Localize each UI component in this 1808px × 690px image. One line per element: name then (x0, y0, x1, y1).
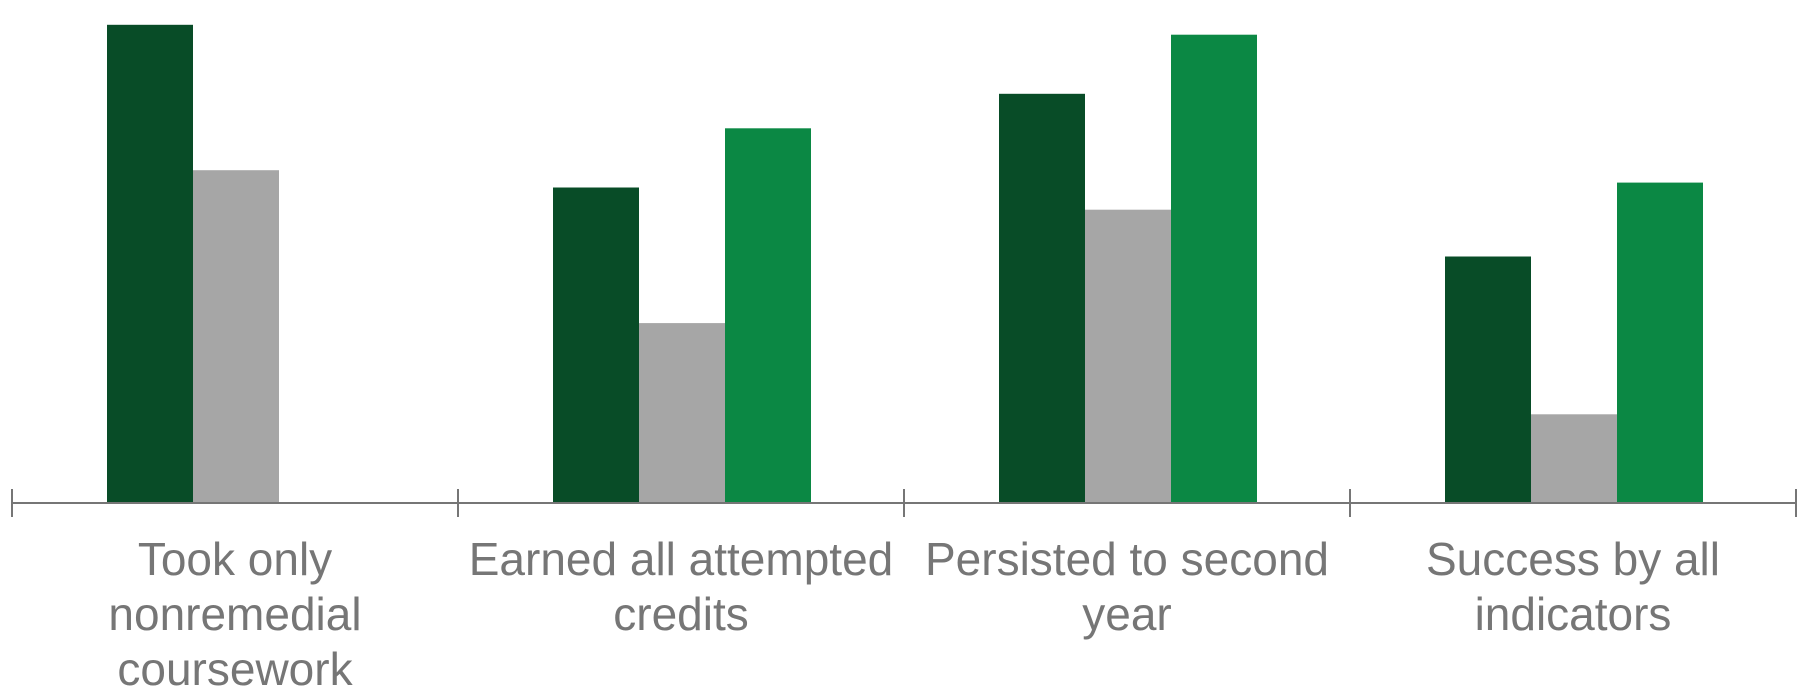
x-tick-label: Took only nonremedial coursework (108, 533, 361, 690)
x-tick-label-line: Took only (138, 533, 332, 585)
bar-series3-category4 (1617, 182, 1703, 503)
bar-series2-category2 (639, 323, 725, 503)
x-tick-label-line: Persisted to second (925, 533, 1329, 585)
x-tick-label-line: credits (613, 588, 748, 640)
bar-series1-category2 (553, 187, 639, 503)
x-tick-label: Earned all attempted credits (469, 533, 894, 640)
bar-series2-category4 (1531, 414, 1617, 503)
bar-series1-category4 (1445, 256, 1531, 503)
bar-series1-category3 (999, 93, 1085, 504)
x-tick-labels: Took only nonremedial coursework Earned all… (108, 533, 1720, 690)
bar-series3-category3 (1171, 34, 1257, 503)
x-tick-label-line: Earned all attempted (469, 533, 894, 585)
bar-series1-category1 (107, 24, 193, 504)
x-tick-label-line: Success by all (1426, 533, 1720, 585)
bar-series2-category3 (1085, 209, 1171, 503)
x-tick-label-line: coursework (117, 643, 353, 690)
x-axis (11, 489, 1797, 517)
bar-series2-category1 (193, 170, 279, 503)
x-tick-label: Success by all indicators (1426, 533, 1720, 640)
x-tick-label-line: year (1082, 588, 1171, 640)
bars-layer (107, 24, 1703, 504)
x-tick-label-line: nonremedial (108, 588, 361, 640)
x-tick-label-line: indicators (1475, 588, 1672, 640)
bar-series3-category2 (725, 128, 811, 504)
x-tick-label: Persisted to second year (925, 533, 1329, 640)
